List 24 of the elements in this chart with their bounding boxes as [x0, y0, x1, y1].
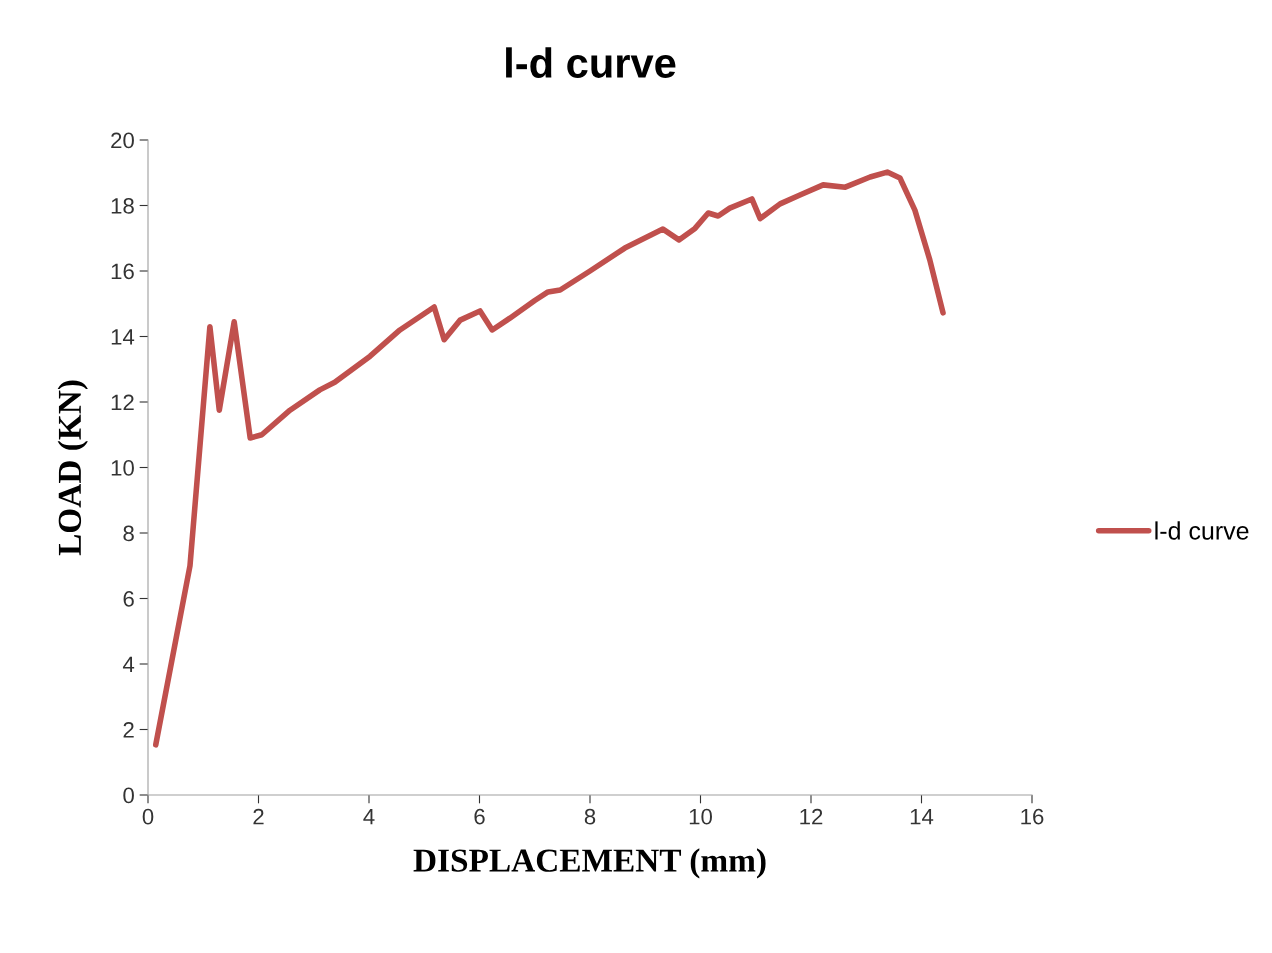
x-tick-label: 4: [363, 809, 375, 825]
x-tick-label: 16: [1021, 808, 1044, 825]
y-tick-label: 14: [111, 329, 135, 345]
y-tick-label: 18: [111, 198, 134, 214]
x-tick-label: 2: [253, 808, 264, 825]
y-axis-title: LOAD (KN): [57, 380, 88, 556]
y-tick-label: 2: [123, 722, 134, 738]
y-tick-label: 12: [111, 394, 134, 411]
y-tick-label: 8: [123, 525, 134, 542]
x-tick-label: 8: [584, 808, 596, 825]
chart-title: l-d curve: [506, 47, 676, 78]
y-tick-label: 16: [111, 263, 134, 280]
y-tick-label: 4: [122, 656, 135, 673]
y-tick-label: 6: [123, 591, 134, 607]
x-axis-title: DISPLACEMENT (mm): [413, 848, 766, 879]
x-tick-label: 6: [474, 808, 485, 825]
x-tick-label: 10: [689, 808, 712, 825]
legend-label: l-d curve: [1155, 521, 1249, 540]
y-tick-label: 20: [111, 132, 134, 149]
y-tick-label: 10: [111, 460, 134, 476]
x-tick-label: 14: [910, 809, 934, 825]
y-tick-label: 0: [123, 787, 134, 804]
x-tick-label: 0: [142, 808, 154, 825]
x-tick-label: 12: [800, 808, 823, 825]
